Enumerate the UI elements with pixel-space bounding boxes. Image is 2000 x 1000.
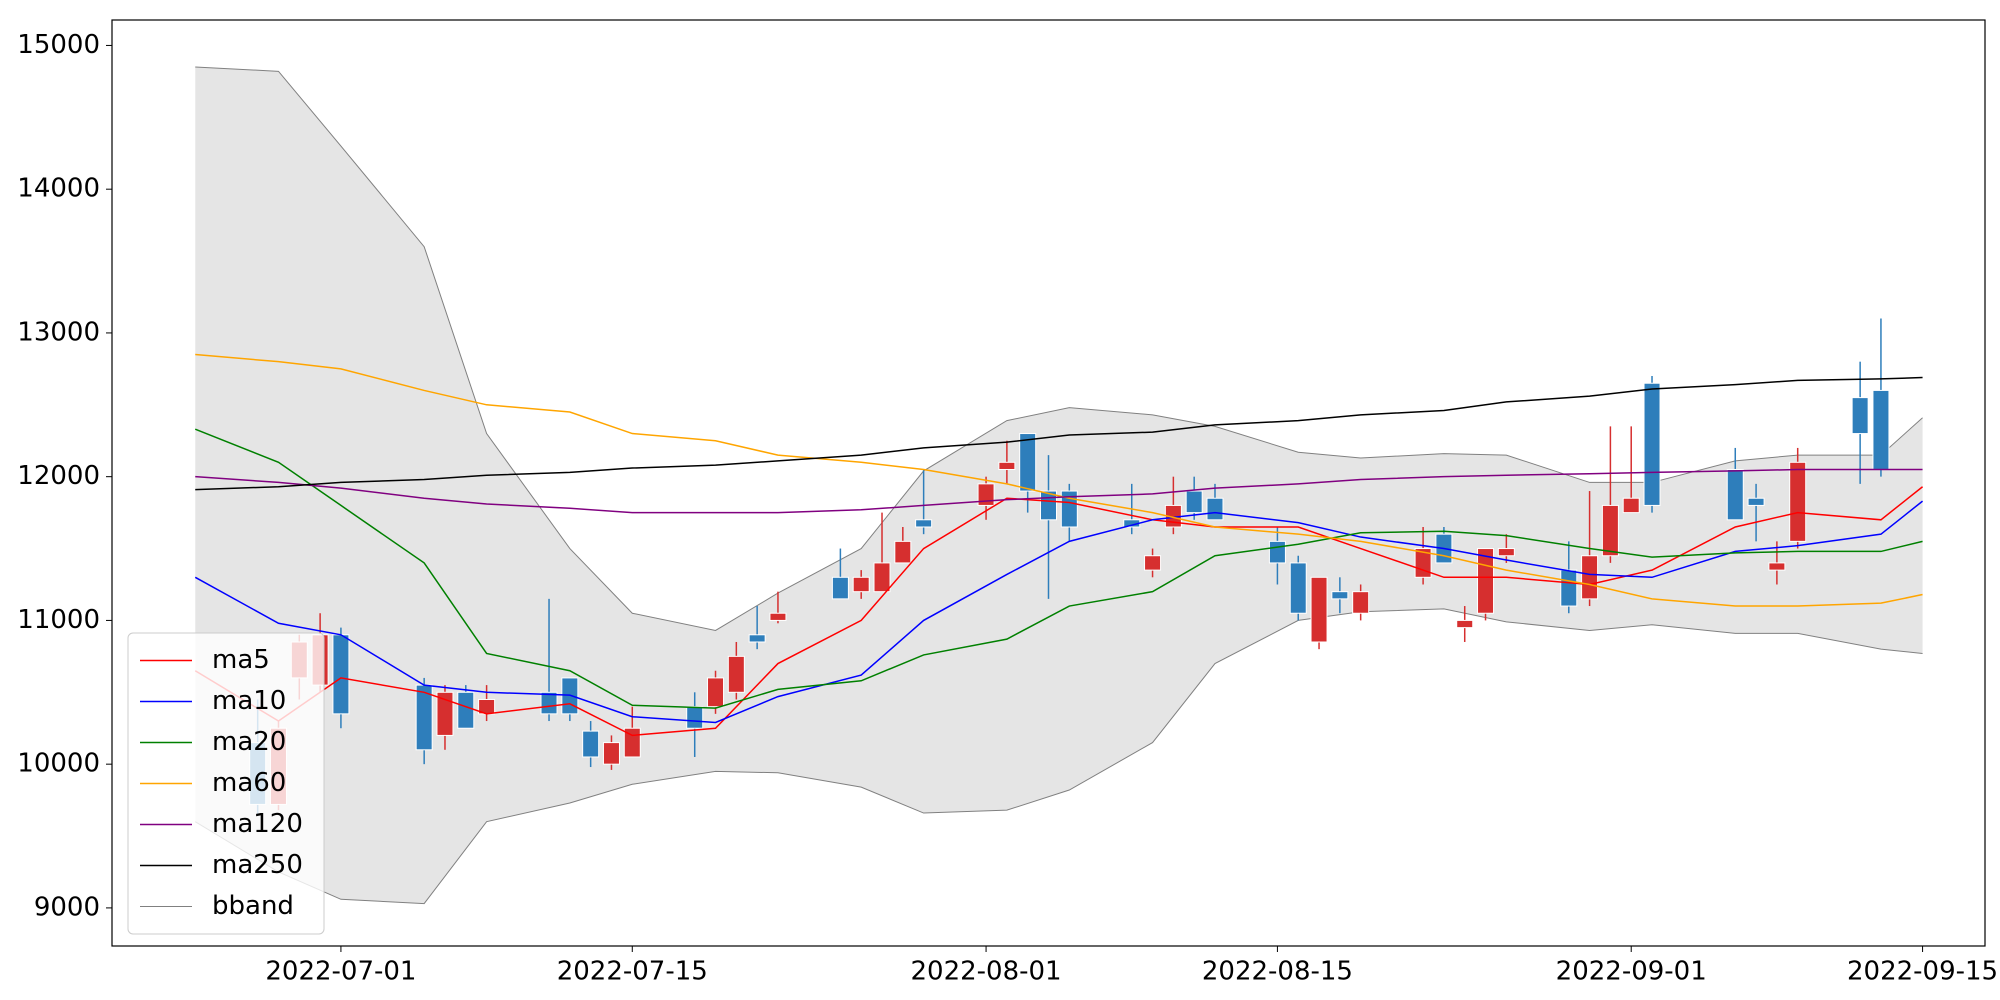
candle-body bbox=[748, 634, 766, 643]
candle-body bbox=[1414, 548, 1432, 578]
candle-body bbox=[1289, 562, 1307, 614]
x-tick-label: 2022-07-01 bbox=[265, 957, 416, 987]
y-tick-label: 12000 bbox=[17, 461, 100, 491]
x-tick-label: 2022-08-15 bbox=[1202, 957, 1353, 987]
candle-body bbox=[1622, 497, 1640, 514]
candle-body bbox=[831, 576, 849, 600]
bband-edge bbox=[194, 608, 1923, 905]
x-tick-label: 2022-09-01 bbox=[1556, 957, 1707, 987]
candle-body bbox=[1768, 562, 1786, 571]
candle-body bbox=[998, 461, 1016, 470]
candle-body bbox=[1331, 591, 1349, 600]
bband-fill bbox=[195, 67, 1923, 904]
candle-body bbox=[852, 576, 870, 593]
candle-body bbox=[769, 612, 787, 621]
candle-body bbox=[1581, 555, 1599, 600]
y-tick-label: 11000 bbox=[17, 605, 100, 635]
candle-body bbox=[707, 677, 725, 708]
candle-body bbox=[1726, 468, 1744, 521]
legend-label: ma250 bbox=[212, 850, 303, 880]
y-tick-label: 9000 bbox=[34, 892, 100, 922]
candle-body bbox=[582, 730, 600, 758]
candle-body bbox=[1206, 497, 1224, 521]
candle-body bbox=[1352, 591, 1370, 614]
candle-body bbox=[1789, 461, 1807, 542]
legend-label: ma5 bbox=[212, 645, 270, 675]
candle-body bbox=[1019, 433, 1037, 492]
candle-body bbox=[894, 540, 912, 564]
y-tick-label: 15000 bbox=[17, 30, 100, 60]
candle-body bbox=[1560, 569, 1578, 607]
candle-body bbox=[1477, 548, 1495, 614]
candle-body bbox=[332, 634, 350, 715]
candle-body bbox=[1310, 576, 1328, 643]
plot-frame bbox=[111, 19, 1986, 947]
candle-body bbox=[727, 655, 745, 693]
legend-label: ma120 bbox=[212, 809, 303, 839]
legend-label: ma20 bbox=[212, 727, 286, 757]
candle-body bbox=[1747, 497, 1765, 506]
candle-body bbox=[1456, 619, 1474, 629]
legend-box bbox=[127, 632, 325, 935]
legend-label: ma10 bbox=[212, 686, 286, 716]
candle-body bbox=[457, 691, 475, 729]
candle-body bbox=[977, 483, 995, 506]
candle-body bbox=[873, 562, 891, 593]
candle-body bbox=[540, 691, 558, 715]
ma-line bbox=[194, 486, 1924, 737]
ma-line bbox=[194, 428, 1923, 709]
candle-body bbox=[1643, 382, 1661, 506]
candle-body bbox=[1060, 490, 1078, 528]
candle-body bbox=[1601, 504, 1619, 557]
candle-body bbox=[602, 742, 620, 765]
candle-body bbox=[1497, 548, 1515, 557]
legend-label: ma60 bbox=[212, 768, 286, 798]
candle-body bbox=[436, 691, 454, 736]
legend: ma5 ma10 ma20 ma60 ma120 ma250 bband bbox=[127, 632, 325, 935]
candle-body bbox=[1872, 389, 1890, 470]
candle-body bbox=[1851, 397, 1869, 435]
x-tick-label: 2022-07-15 bbox=[557, 957, 708, 987]
x-tick-label: 2022-09-15 bbox=[1847, 957, 1998, 987]
x-tick-label: 2022-08-01 bbox=[911, 957, 1062, 987]
ma-line bbox=[195, 353, 1923, 607]
candle-body bbox=[1268, 540, 1286, 564]
y-tick-label: 13000 bbox=[17, 317, 100, 347]
legend-label: bband bbox=[212, 891, 294, 921]
candle-body bbox=[1144, 555, 1162, 571]
candle-body bbox=[1185, 490, 1203, 514]
y-tick-label: 10000 bbox=[17, 749, 100, 779]
ma-line bbox=[194, 500, 1924, 724]
ma-line bbox=[195, 376, 1923, 491]
candle-body bbox=[915, 519, 933, 528]
candle-body bbox=[686, 706, 704, 729]
y-tick-label: 14000 bbox=[17, 174, 100, 204]
ma-line bbox=[195, 468, 1923, 514]
plot-area bbox=[194, 66, 1924, 905]
